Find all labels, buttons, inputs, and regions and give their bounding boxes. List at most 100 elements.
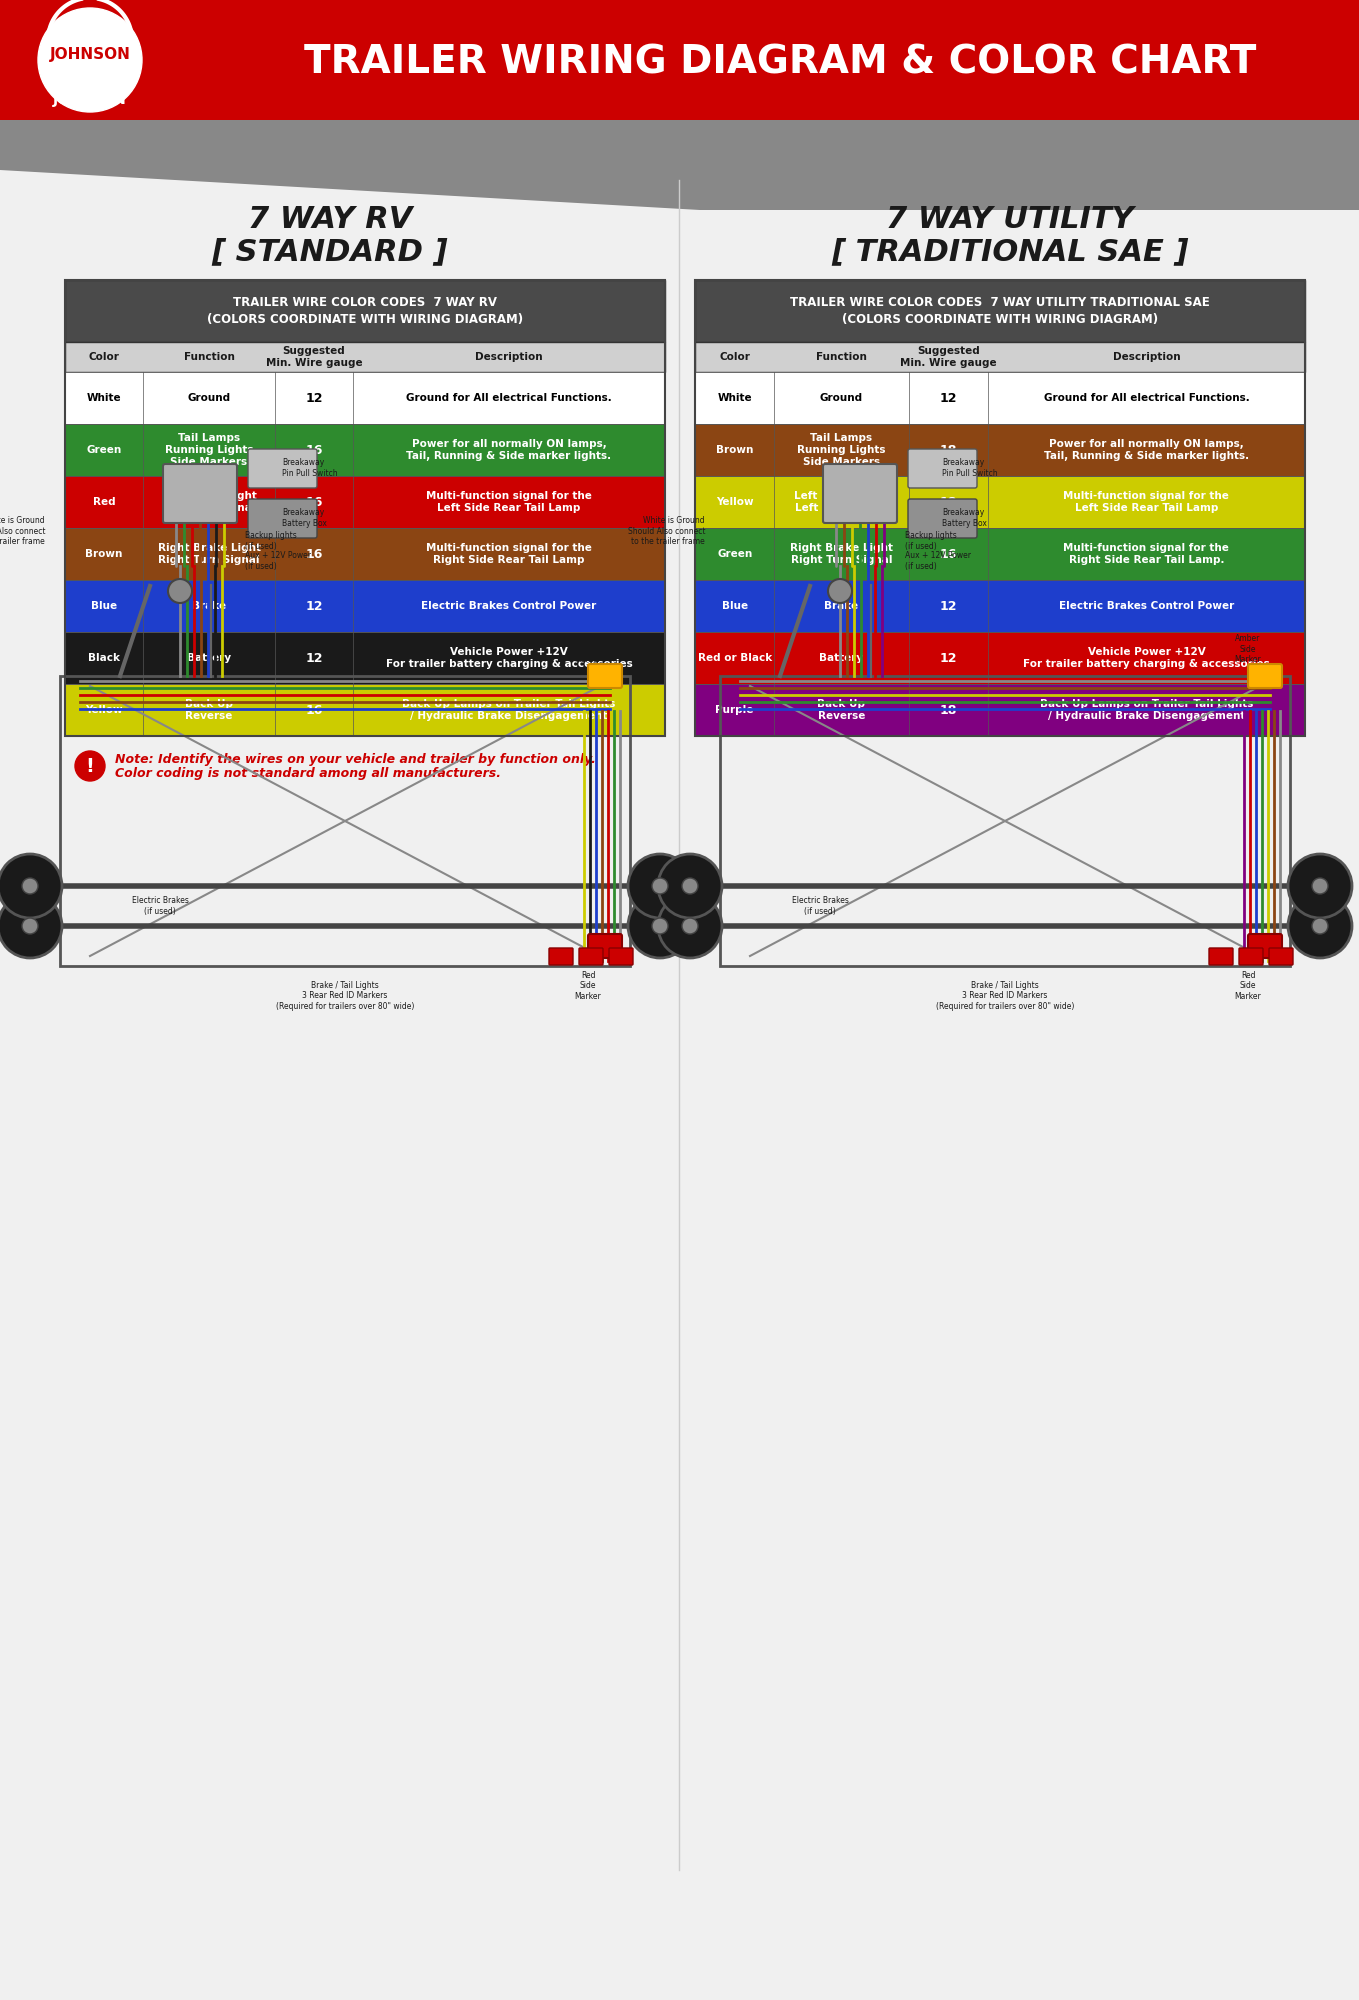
Text: 12: 12 (306, 652, 322, 664)
Text: TRAILER WIRE COLOR CODES  7 WAY RV: TRAILER WIRE COLOR CODES 7 WAY RV (232, 296, 497, 310)
FancyBboxPatch shape (65, 476, 665, 528)
Text: Backup lights
(if used): Backup lights (if used) (905, 532, 957, 550)
FancyBboxPatch shape (908, 450, 977, 488)
FancyBboxPatch shape (694, 580, 1305, 632)
Text: 18: 18 (939, 444, 957, 456)
FancyBboxPatch shape (694, 528, 1305, 580)
Text: 12: 12 (939, 392, 957, 404)
Text: Brown: Brown (716, 446, 753, 456)
Text: Power for all normally ON lamps,
Tail, Running & Side marker lights.: Power for all normally ON lamps, Tail, R… (406, 438, 612, 462)
Text: Red
Side
Marker: Red Side Marker (575, 972, 602, 1000)
Text: Electric Brakes
(if used): Electric Brakes (if used) (791, 896, 848, 916)
FancyBboxPatch shape (694, 632, 1305, 684)
FancyBboxPatch shape (1210, 948, 1233, 966)
Text: Function: Function (815, 352, 867, 362)
Text: [ STANDARD ]: [ STANDARD ] (212, 238, 448, 266)
FancyBboxPatch shape (65, 372, 665, 424)
FancyBboxPatch shape (65, 280, 665, 342)
FancyBboxPatch shape (65, 528, 665, 580)
FancyBboxPatch shape (0, 170, 1359, 2000)
Text: Multi-function signal for the
Left Side Rear Tail Lamp: Multi-function signal for the Left Side … (1064, 490, 1230, 514)
Text: Suggested
Min. Wire gauge: Suggested Min. Wire gauge (900, 346, 996, 368)
Text: Amber
Side
Marker: Amber Side Marker (575, 634, 602, 664)
Text: 18: 18 (939, 704, 957, 716)
FancyBboxPatch shape (0, 0, 1359, 120)
Circle shape (628, 854, 692, 918)
Circle shape (828, 580, 852, 604)
Circle shape (628, 894, 692, 958)
Text: Multi-function signal for the
Right Side Rear Tail Lamp.: Multi-function signal for the Right Side… (1064, 542, 1230, 566)
FancyBboxPatch shape (1248, 664, 1282, 688)
FancyBboxPatch shape (549, 948, 573, 966)
Text: 7 WAY RV: 7 WAY RV (247, 206, 412, 234)
Text: Description: Description (1113, 352, 1180, 362)
Circle shape (1311, 878, 1328, 894)
Circle shape (658, 854, 722, 918)
Text: Brake: Brake (192, 600, 226, 612)
Text: (COLORS COORDINATE WITH WIRING DIAGRAM): (COLORS COORDINATE WITH WIRING DIAGRAM) (207, 312, 523, 326)
Circle shape (652, 878, 669, 894)
Circle shape (1311, 918, 1328, 934)
Text: 12: 12 (306, 392, 322, 404)
Circle shape (1288, 854, 1352, 918)
Text: Multi-function signal for the
Right Side Rear Tail Lamp: Multi-function signal for the Right Side… (427, 542, 593, 566)
Text: Aux + 12V Power
(if used): Aux + 12V Power (if used) (245, 552, 311, 570)
Polygon shape (0, 120, 1359, 210)
Text: Ground: Ground (819, 392, 863, 404)
Text: 12: 12 (306, 600, 322, 612)
Text: Right Brake Light
Right Turn Signal: Right Brake Light Right Turn Signal (790, 542, 893, 566)
Text: Brake: Brake (825, 600, 859, 612)
Circle shape (0, 854, 63, 918)
Text: Electric Brakes Control Power: Electric Brakes Control Power (1059, 600, 1234, 612)
Text: 16: 16 (306, 704, 322, 716)
Text: Color: Color (719, 352, 750, 362)
Text: (COLORS COORDINATE WITH WIRING DIAGRAM): (COLORS COORDINATE WITH WIRING DIAGRAM) (843, 312, 1158, 326)
FancyBboxPatch shape (824, 464, 897, 522)
Text: Breakaway
Battery Box: Breakaway Battery Box (942, 508, 987, 528)
Circle shape (0, 894, 63, 958)
Circle shape (682, 878, 699, 894)
Text: Green: Green (87, 446, 121, 456)
Text: Ground for All electrical Functions.: Ground for All electrical Functions. (406, 392, 612, 404)
Text: [ TRADITIONAL SAE ]: [ TRADITIONAL SAE ] (832, 238, 1189, 266)
FancyBboxPatch shape (1248, 934, 1282, 958)
Text: 12: 12 (939, 600, 957, 612)
Text: Color coding is not standard among all manufacturers.: Color coding is not standard among all m… (116, 766, 501, 780)
Text: Battery: Battery (188, 652, 231, 664)
Text: Color: Color (88, 352, 120, 362)
Circle shape (22, 918, 38, 934)
Text: TRAILER WIRING DIAGRAM & COLOR CHART: TRAILER WIRING DIAGRAM & COLOR CHART (304, 42, 1256, 80)
FancyBboxPatch shape (65, 684, 665, 736)
FancyBboxPatch shape (579, 948, 603, 966)
Circle shape (682, 918, 699, 934)
Text: Left Brake Light
Left Turn Signal: Left Brake Light Left Turn Signal (162, 490, 257, 514)
Text: 18: 18 (939, 496, 957, 508)
Text: TRAILER WIRE COLOR CODES  7 WAY UTILITY TRADITIONAL SAE: TRAILER WIRE COLOR CODES 7 WAY UTILITY T… (790, 296, 1210, 310)
FancyBboxPatch shape (694, 476, 1305, 528)
FancyBboxPatch shape (65, 342, 665, 372)
FancyBboxPatch shape (694, 684, 1305, 736)
Text: Power for all normally ON lamps,
Tail, Running & Side marker lights.: Power for all normally ON lamps, Tail, R… (1044, 438, 1249, 462)
Text: 16: 16 (306, 444, 322, 456)
Text: Amber
Side
Marker: Amber Side Marker (1234, 634, 1261, 664)
FancyBboxPatch shape (588, 934, 622, 958)
FancyBboxPatch shape (1239, 948, 1263, 966)
FancyBboxPatch shape (609, 948, 633, 966)
Text: Suggested
Min. Wire gauge: Suggested Min. Wire gauge (266, 346, 363, 368)
Text: Right Brake Light
Right Turn Signal: Right Brake Light Right Turn Signal (158, 542, 261, 566)
Text: Electric Brakes Control Power: Electric Brakes Control Power (421, 600, 597, 612)
Text: White: White (718, 392, 752, 404)
Text: Back Up
Reverse: Back Up Reverse (817, 698, 866, 722)
Text: Battery: Battery (819, 652, 863, 664)
Text: Green: Green (718, 548, 753, 558)
Text: Blue: Blue (722, 600, 747, 612)
Text: 16: 16 (939, 548, 957, 560)
FancyBboxPatch shape (65, 580, 665, 632)
FancyBboxPatch shape (247, 450, 317, 488)
Text: TRAILER PARTS: TRAILER PARTS (52, 76, 129, 84)
Text: Function: Function (183, 352, 235, 362)
Text: Yellow: Yellow (86, 706, 122, 716)
Text: Breakaway
Pin Pull Switch: Breakaway Pin Pull Switch (283, 458, 337, 478)
Text: JOHNSON: JOHNSON (53, 92, 126, 106)
Text: JOHNSON: JOHNSON (49, 48, 130, 62)
